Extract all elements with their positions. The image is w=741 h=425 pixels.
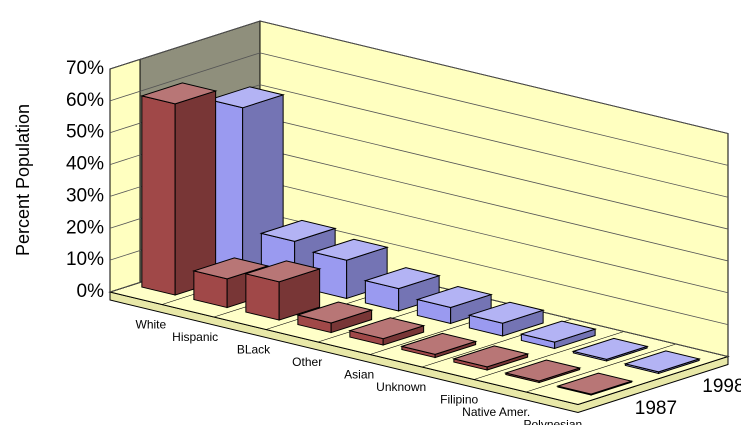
bar	[519, 320, 597, 350]
bar-side	[174, 90, 217, 296]
bar-top	[571, 337, 649, 360]
x-tick-label: Other	[292, 355, 322, 369]
x-tick-label: Native Amer.	[462, 405, 530, 419]
floor-divider	[473, 331, 625, 380]
x-tick-label: BLack	[237, 343, 271, 357]
grid-line	[109, 20, 261, 70]
y-tick-label: 10%	[66, 249, 104, 270]
y-tick-label: 50%	[66, 122, 104, 143]
bar-top	[400, 332, 478, 355]
bar-top	[244, 260, 322, 283]
bar	[140, 82, 218, 296]
x-tick-label: Filipino	[440, 393, 478, 407]
x-tick-label: Asian	[344, 368, 374, 382]
bar-top	[192, 257, 270, 280]
bar-top	[140, 82, 218, 105]
bar-top	[556, 372, 634, 395]
bar	[415, 286, 493, 325]
bar-top	[311, 238, 389, 261]
bar-top	[452, 345, 530, 368]
bar	[556, 372, 634, 396]
bar	[623, 350, 701, 375]
bar-top	[415, 286, 493, 309]
y-tick-label: 60%	[66, 90, 104, 111]
grid-line	[259, 20, 729, 134]
floor-divider	[525, 343, 677, 393]
bar	[452, 345, 530, 371]
x-tick-label: Unknown	[376, 380, 426, 394]
y-tick-label: 0%	[77, 281, 105, 302]
y-tick-label: 40%	[66, 154, 104, 175]
series-label: 1987	[635, 398, 677, 419]
bar	[296, 301, 374, 334]
grid-line	[259, 116, 729, 230]
y-axis-title: Percent Population	[13, 104, 33, 256]
bar	[244, 260, 322, 321]
bar-top	[504, 359, 582, 382]
bar-top	[259, 219, 337, 242]
x-tick-label: Hispanic	[172, 330, 218, 344]
bar-top	[623, 350, 701, 373]
series-label: 1998	[702, 376, 741, 397]
bar-top	[348, 317, 426, 340]
grid-line	[259, 179, 729, 294]
bar	[400, 332, 478, 359]
y-tick-label: 30%	[66, 185, 104, 206]
bar	[504, 359, 582, 384]
bar-front	[141, 95, 176, 296]
bar-top	[207, 86, 285, 109]
bar	[467, 301, 545, 337]
bar-top	[467, 301, 545, 324]
bar	[363, 267, 441, 312]
grid-line	[259, 148, 729, 262]
bar-top	[363, 267, 441, 290]
x-tick-label: Polynesian	[523, 418, 582, 425]
bar-top	[519, 320, 597, 343]
bar-top	[296, 301, 374, 324]
grid-line	[259, 84, 729, 198]
y-tick-label: 20%	[66, 217, 104, 238]
x-tick-label: White	[136, 318, 167, 332]
grid-line	[259, 211, 729, 326]
bar	[348, 317, 426, 346]
y-tick-label: 70%	[66, 58, 104, 79]
bar	[571, 337, 649, 362]
grid-line	[259, 52, 729, 166]
grid-line	[109, 52, 261, 102]
left-wall-edge	[109, 58, 141, 293]
